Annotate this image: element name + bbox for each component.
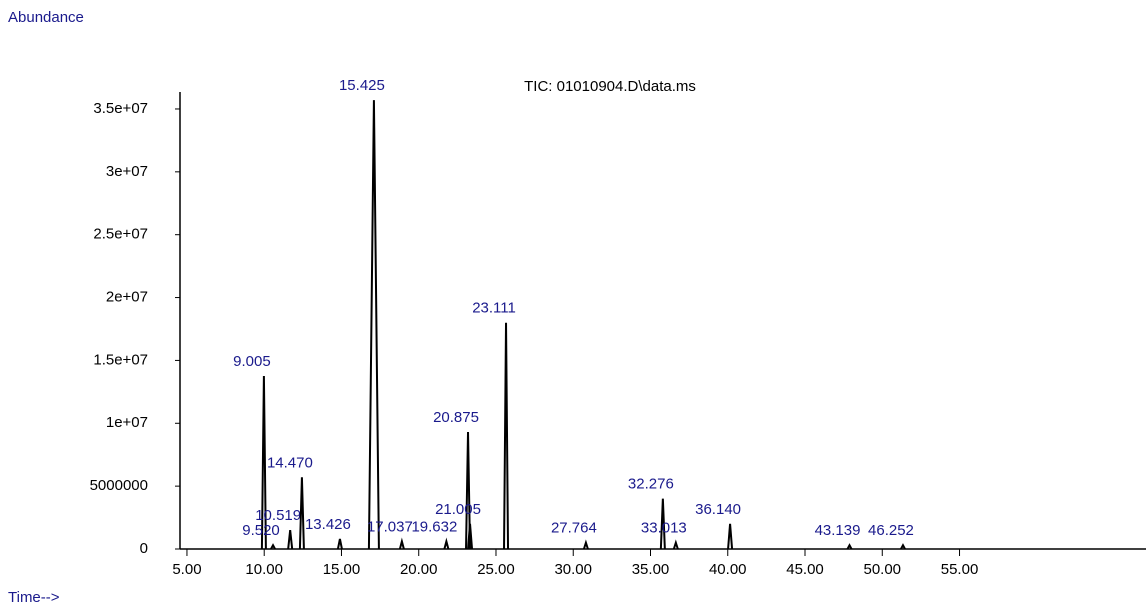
peak-label: 10.519 [255, 507, 301, 524]
peak-label: 14.470 [267, 454, 313, 471]
peak [443, 537, 450, 550]
peak [260, 375, 267, 550]
peak-label: 9.005 [233, 353, 271, 370]
x-tick-label: 20.00 [400, 561, 438, 578]
peak [465, 432, 472, 550]
peak [270, 543, 276, 550]
y-tick-label: 2e+07 [106, 289, 148, 306]
chart-title: TIC: 01010904.D\data.ms [524, 78, 696, 95]
y-tick-label: 3e+07 [106, 163, 148, 180]
x-tick-label: 50.00 [863, 561, 901, 578]
peak-label: 36.140 [695, 501, 741, 518]
peak [503, 322, 510, 550]
peak-label: 46.252 [868, 522, 914, 539]
peak [298, 477, 305, 550]
x-tick-label: 55.00 [941, 561, 979, 578]
y-axis-label: Abundance [8, 9, 84, 26]
y-tick-label: 1e+07 [106, 414, 148, 431]
x-tick-label: 5.00 [172, 561, 201, 578]
peak-label: 17.037 [367, 518, 413, 535]
peak-label: 9.520 [242, 522, 280, 539]
x-tick-label: 40.00 [709, 561, 747, 578]
y-tick-label: 0 [140, 540, 148, 557]
peak [846, 543, 853, 550]
peak [672, 539, 679, 550]
x-tick-label: 25.00 [477, 561, 515, 578]
peak [336, 538, 343, 550]
x-tick-label: 45.00 [786, 561, 824, 578]
peak-label: 27.764 [551, 520, 597, 537]
peak [398, 537, 405, 550]
peak [467, 523, 474, 550]
peak-label: 32.276 [628, 476, 674, 493]
peak [287, 530, 294, 550]
peak [367, 100, 380, 550]
y-tick-label: 3.5e+07 [93, 100, 148, 117]
x-tick-label: 10.00 [245, 561, 283, 578]
y-tick-label: 1.5e+07 [93, 351, 148, 368]
peak-label: 33.013 [641, 520, 687, 537]
y-tick-label: 5000000 [90, 477, 148, 494]
peak-label: 19.632 [411, 518, 457, 535]
x-axis-label: Time--> [8, 589, 60, 606]
peak [659, 498, 666, 550]
y-tick-label: 2.5e+07 [93, 226, 148, 243]
peak [900, 543, 906, 550]
peak-label: 21.005 [435, 501, 481, 518]
x-tick-label: 30.00 [554, 561, 592, 578]
peak-label: 43.139 [815, 522, 861, 539]
peak [582, 539, 589, 550]
x-tick-label: 35.00 [632, 561, 670, 578]
peak-label: 13.426 [305, 516, 351, 533]
peak-label: 15.425 [339, 77, 385, 94]
peak [727, 523, 734, 550]
peak-label: 23.111 [472, 300, 516, 317]
x-tick-label: 15.00 [323, 561, 361, 578]
peak-label: 20.875 [433, 409, 479, 426]
